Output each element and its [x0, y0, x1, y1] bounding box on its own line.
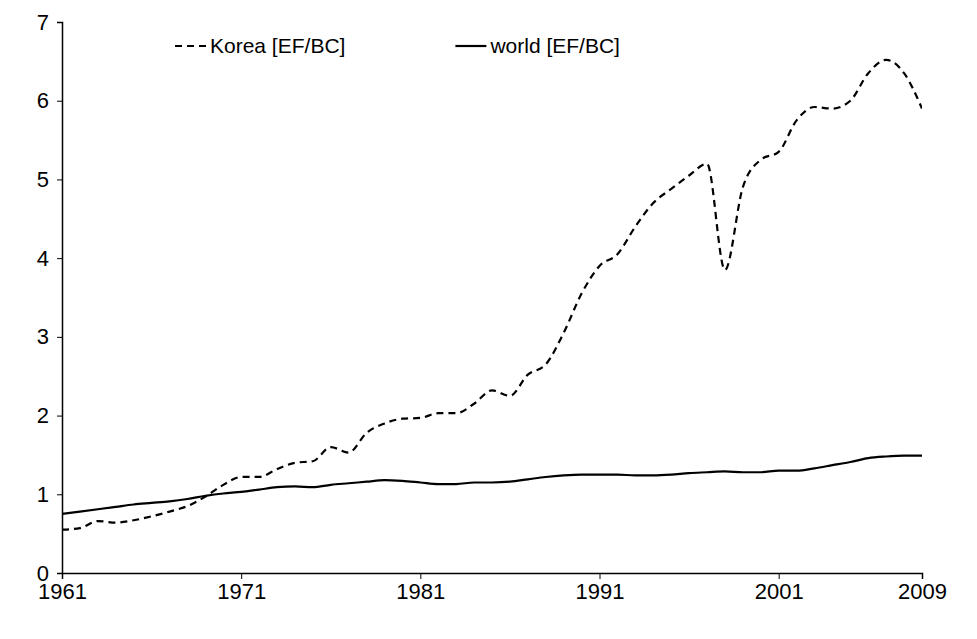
x-tick: 1981 [396, 573, 445, 604]
y-tick-label: 1 [37, 482, 49, 507]
x-tick-label: 2001 [755, 579, 804, 604]
x-tick: 1991 [576, 573, 625, 604]
y-tick-label: 7 [37, 10, 49, 35]
x-axis: 196119711981199120012009 [38, 573, 947, 604]
x-tick: 1971 [217, 573, 266, 604]
y-tick-mark [57, 101, 62, 102]
lines [62, 60, 922, 530]
y-tick-label: 5 [37, 167, 49, 192]
y-axis-line [57, 23, 63, 574]
x-tick-label: 1991 [576, 579, 625, 604]
x-tick: 2001 [755, 573, 804, 604]
legend: Korea [EF/BC] world [EF/BC] [175, 34, 620, 57]
y-tick-mark [57, 258, 62, 259]
y-tick-mark [57, 337, 62, 338]
legend-swatch [455, 45, 486, 47]
y-tick: 6 [37, 88, 62, 113]
y-tick: 3 [37, 324, 62, 349]
series-line [62, 60, 922, 530]
y-tick-label: 2 [37, 403, 49, 428]
y-tick-mark [57, 179, 62, 180]
y-tick: 1 [37, 482, 62, 507]
y-tick: 7 [37, 10, 62, 35]
y-axis: 0 1 2 3 4 5 6 7 [37, 10, 63, 586]
x-tick-label: 1981 [396, 579, 445, 604]
x-tick-label: 2009 [898, 579, 947, 604]
y-tick-mark [57, 416, 62, 417]
series-line [62, 456, 922, 514]
chart: 19611971198119912001200901234567Korea [E… [0, 0, 977, 639]
y-tick: 2 [37, 403, 62, 428]
y-tick: 0 [37, 561, 62, 586]
legend-label: world [EF/BC] [489, 34, 620, 57]
y-tick: 4 [37, 246, 62, 271]
y-tick-mark [57, 573, 62, 574]
x-tick-label: 1971 [217, 579, 266, 604]
y-tick-label: 3 [37, 324, 49, 349]
legend-item: Korea [EF/BC] [175, 34, 345, 57]
legend-label: Korea [EF/BC] [210, 34, 345, 57]
y-tick-label: 4 [37, 246, 49, 271]
legend-swatch [175, 45, 206, 47]
y-tick-label: 0 [37, 561, 49, 586]
plot: 19611971198119912001200901234567Korea [E… [37, 10, 947, 604]
y-tick: 5 [37, 167, 62, 192]
legend-item: world [EF/BC] [455, 34, 620, 57]
x-tick: 2009 [898, 573, 947, 604]
y-tick-label: 6 [37, 88, 49, 113]
y-tick-mark [57, 494, 62, 495]
y-tick-mark [57, 22, 62, 23]
